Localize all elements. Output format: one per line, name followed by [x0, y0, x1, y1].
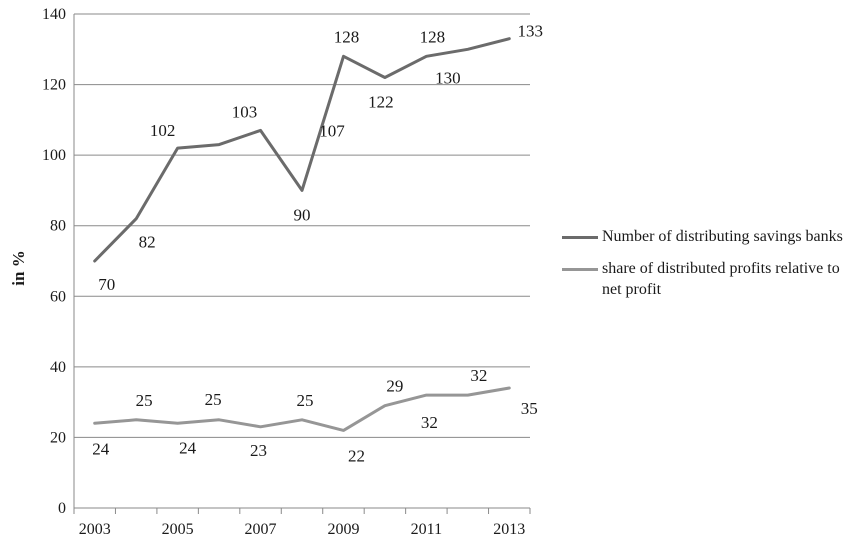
data-label: 22 [348, 446, 365, 465]
data-label: 122 [368, 93, 394, 112]
y-axis-label: in % [9, 250, 28, 285]
y-tick-label: 100 [42, 147, 66, 164]
data-label: 25 [297, 391, 314, 410]
data-label: 35 [521, 399, 538, 418]
data-label: 130 [435, 68, 461, 87]
data-label: 25 [136, 391, 153, 410]
x-tick-label: 2003 [79, 521, 111, 538]
data-label: 128 [420, 27, 446, 46]
series-line-2 [93, 386, 511, 432]
y-tick-label: 60 [50, 288, 66, 305]
y-tick-label: 20 [50, 429, 66, 446]
legend-item: Number of distributing savings banks [562, 226, 847, 247]
data-label: 24 [92, 439, 110, 458]
data-label: 24 [179, 438, 197, 457]
gridlines [74, 13, 530, 438]
y-tick-label: 120 [42, 77, 66, 94]
y-tick-label: 140 [42, 6, 66, 23]
x-tick-labels: 2003 2005 2007 2009 2011 2013 [79, 521, 526, 538]
data-label: 82 [139, 233, 156, 252]
legend-swatch [562, 236, 598, 239]
x-tick-label: 2009 [327, 521, 359, 538]
y-tick-label: 80 [50, 218, 66, 235]
legend-item: share of distributed profits relative to… [562, 258, 847, 300]
series-line-1 [93, 37, 511, 263]
x-tick-label: 2013 [493, 521, 525, 538]
data-label: 90 [294, 205, 311, 224]
y-tick-label: 40 [50, 359, 66, 376]
data-label: 23 [250, 441, 267, 460]
axes [73, 14, 531, 514]
data-labels: 70 82 102 103 90 128 122 128 130 133 24 25 24 25 23 25 2… [92, 22, 543, 466]
data-label: 25 [205, 390, 222, 409]
legend-label: share of distributed profits relative to… [602, 260, 840, 298]
x-tick-label: 2007 [245, 521, 277, 538]
data-label: 128 [334, 27, 360, 46]
data-label: 133 [518, 22, 544, 41]
data-label: 107 [319, 121, 345, 140]
data-label: 102 [150, 121, 176, 140]
y-tick-labels: 0 20 40 60 80 100 120 140 [42, 6, 66, 517]
legend: Number of distributing savings banks sha… [562, 226, 847, 311]
series-lines [93, 37, 511, 432]
legend-label: Number of distributing savings banks [602, 228, 843, 245]
data-label: 32 [470, 366, 487, 385]
data-label: 103 [232, 102, 258, 121]
data-label: 70 [98, 275, 115, 294]
legend-swatch [562, 268, 598, 271]
x-tick-label: 2005 [162, 521, 194, 538]
data-label: 29 [386, 377, 403, 396]
data-label: 32 [421, 413, 438, 432]
x-tick-label: 2011 [411, 521, 442, 538]
y-tick-label: 0 [58, 500, 66, 517]
